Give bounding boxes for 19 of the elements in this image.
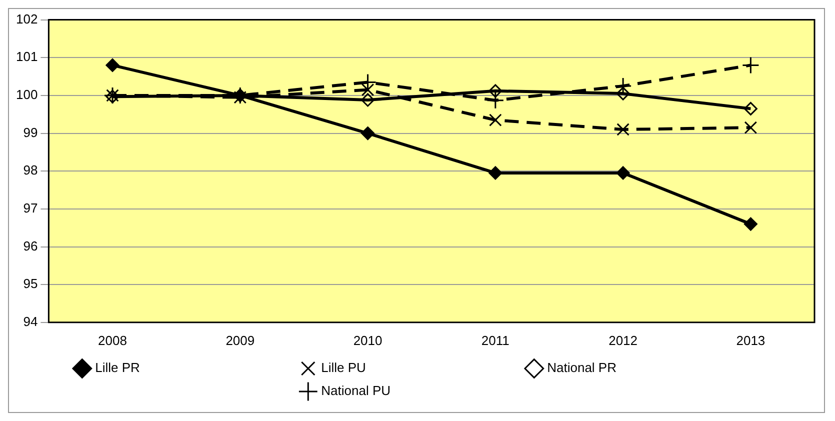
y-tick-label: 95 bbox=[23, 276, 38, 292]
y-tick-label: 101 bbox=[16, 49, 38, 64]
y-tick-label: 96 bbox=[23, 238, 38, 254]
y-tick-label: 100 bbox=[16, 87, 38, 102]
legend-label: National PU bbox=[321, 383, 532, 398]
x-tick-label: 2012 bbox=[608, 332, 638, 348]
x-tick-label: 2010 bbox=[353, 332, 382, 348]
x-tick-label: 2013 bbox=[736, 332, 766, 348]
y-tick-label: 98 bbox=[23, 162, 38, 178]
x-tick-label: 2009 bbox=[226, 332, 255, 348]
x-tick-label: 2008 bbox=[98, 332, 127, 348]
legend-label: Lille PR bbox=[95, 360, 292, 376]
y-tick-label: 94 bbox=[23, 314, 38, 329]
y-tick-label: 102 bbox=[16, 11, 38, 26]
legend-label: Lille PU bbox=[321, 360, 518, 376]
legend-label: National PR bbox=[547, 360, 758, 376]
y-tick-label: 97 bbox=[23, 200, 38, 216]
x-tick-label: 2011 bbox=[481, 332, 510, 348]
y-tick-label: 99 bbox=[23, 124, 38, 140]
